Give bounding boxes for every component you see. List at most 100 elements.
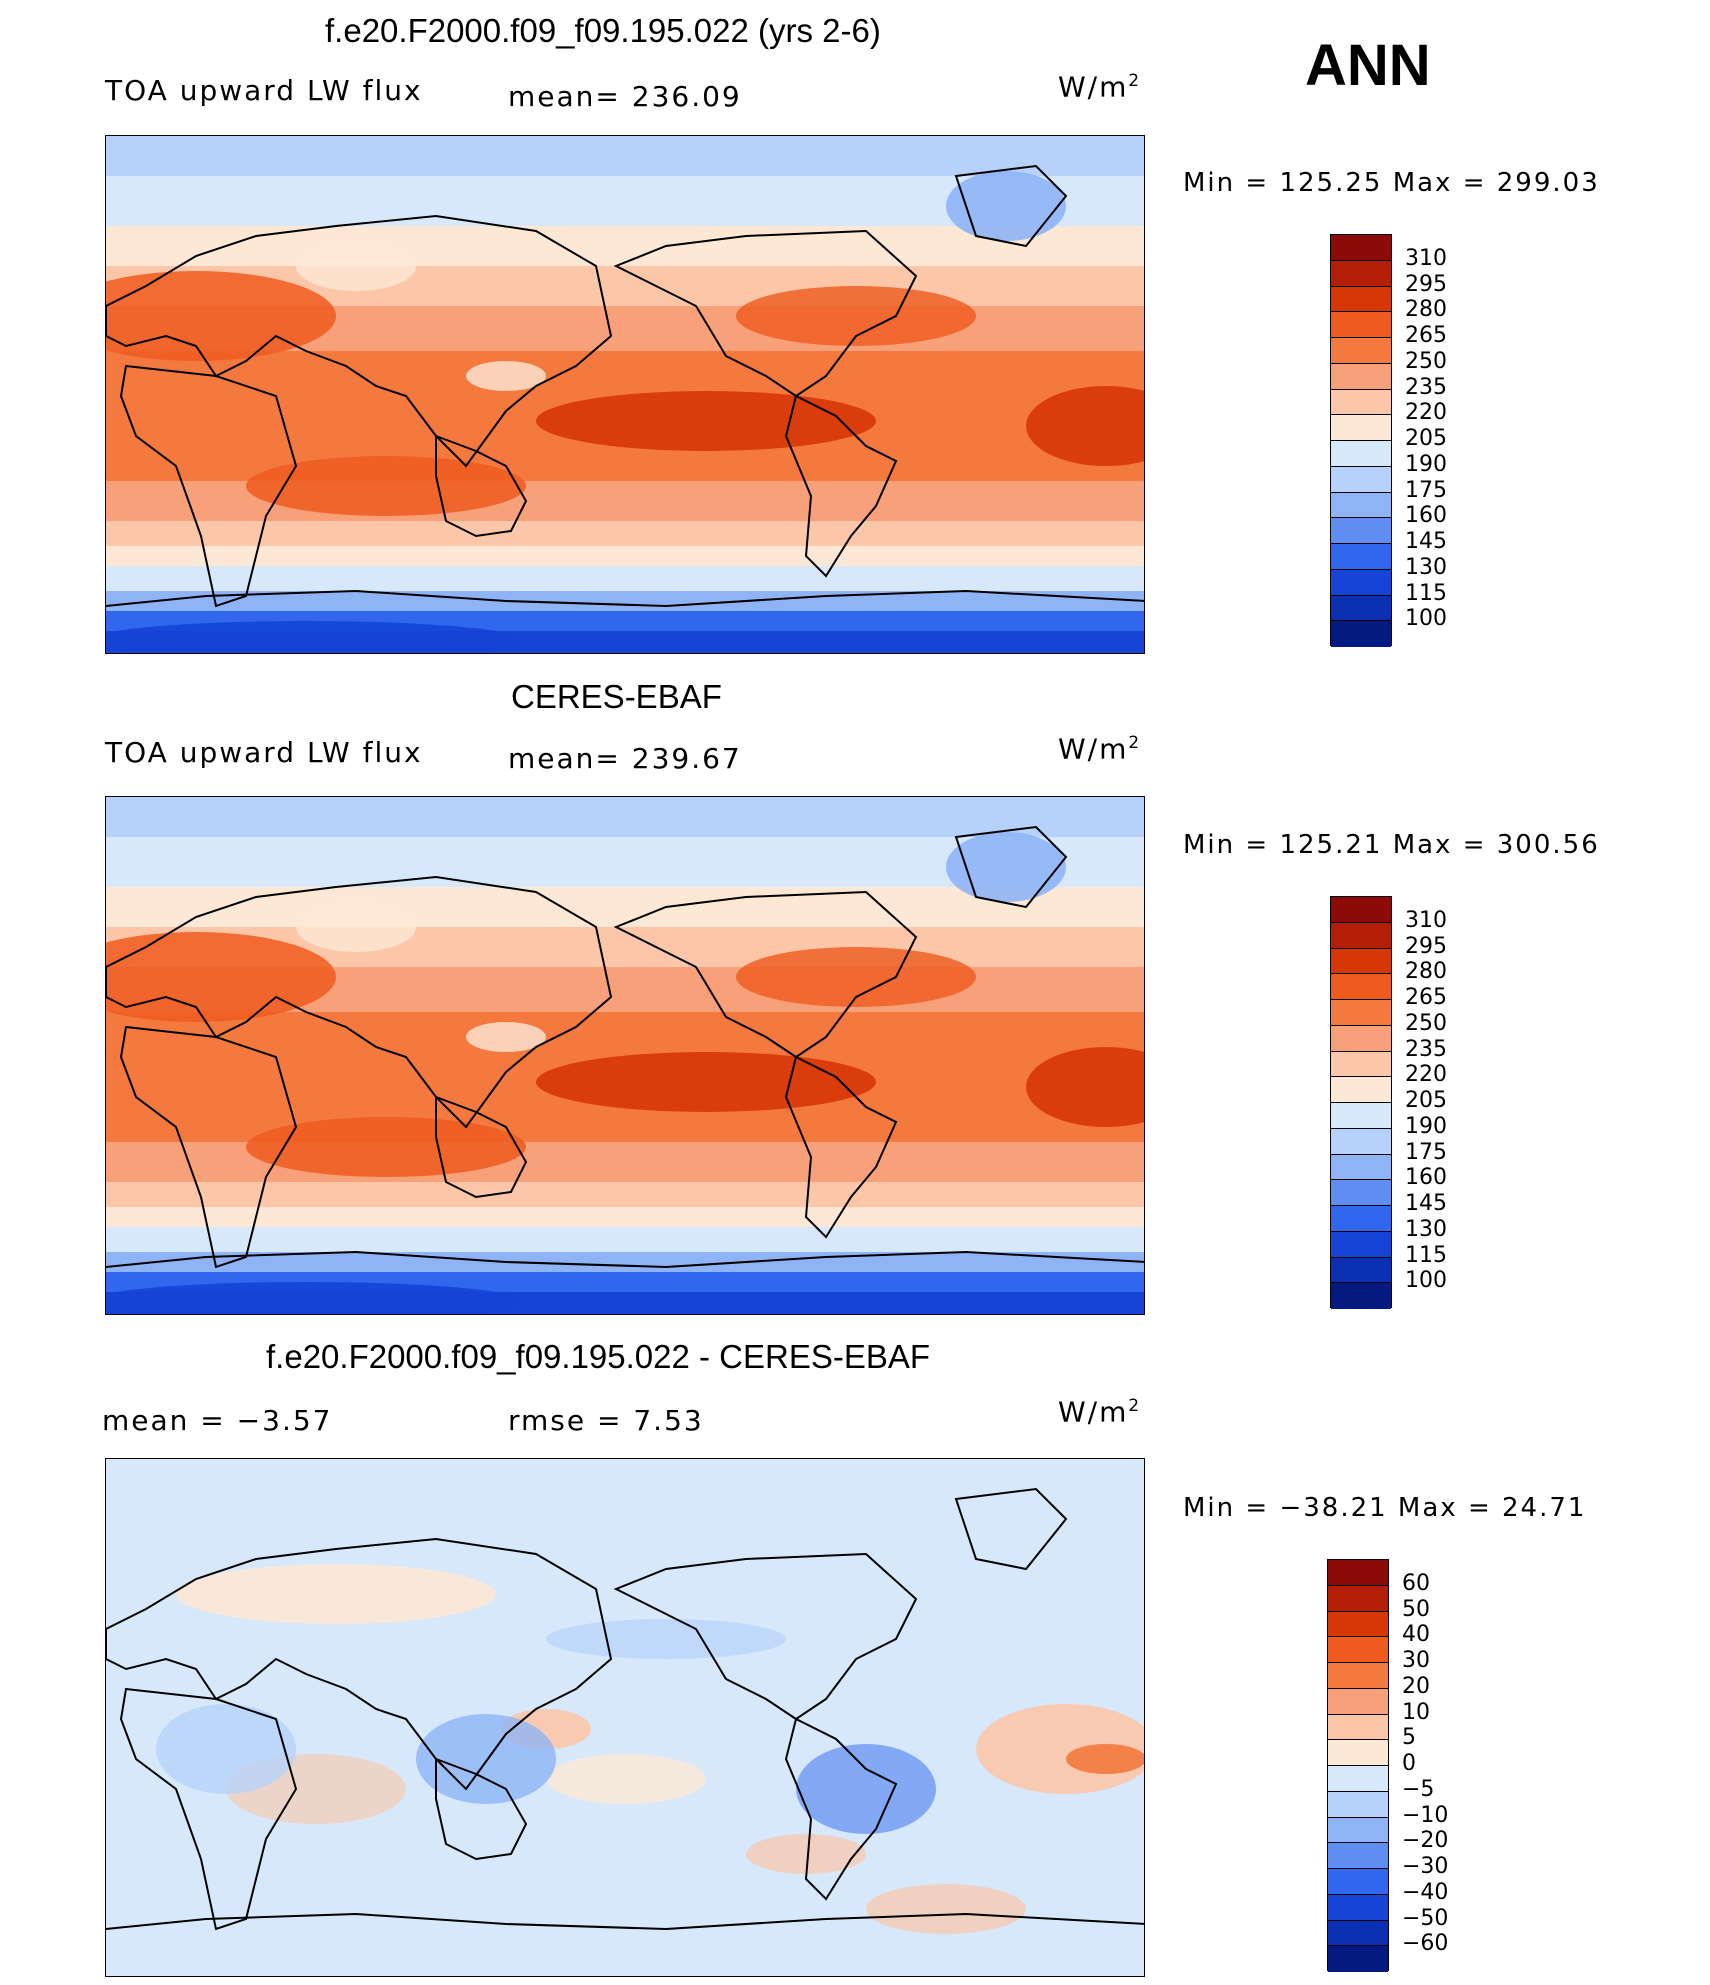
- colorbar-segment: [1331, 897, 1391, 923]
- colorbar-segment: [1331, 1257, 1391, 1284]
- colorbar-segment: [1328, 1740, 1388, 1766]
- colorbar-tick-label: 0: [1402, 1751, 1416, 1776]
- colorbar-tick-label: 295: [1405, 933, 1447, 959]
- colorbar-tick-label: 50: [1402, 1596, 1430, 1622]
- colorbar-tick-label: 145: [1405, 529, 1447, 554]
- colorbar-tick-label: 205: [1405, 1088, 1447, 1113]
- colorbar-segment: [1331, 466, 1391, 493]
- colorbar-tick-label: 130: [1405, 554, 1447, 580]
- colorbar-tick-label: 100: [1405, 1268, 1447, 1294]
- season-label: ANN: [1305, 33, 1431, 98]
- colorbar-segment: [1331, 1154, 1391, 1181]
- colorbar-segment: [1328, 1843, 1388, 1869]
- colorbar-segment: [1328, 1766, 1388, 1792]
- panel-3-map: [105, 1458, 1145, 1977]
- colorbar-segment: [1331, 1206, 1391, 1232]
- colorbar-segment: [1331, 312, 1391, 338]
- colorbar-segment: [1328, 1894, 1388, 1921]
- colorbar-tick-label: 115: [1405, 1242, 1447, 1268]
- colorbar-tick-label: 295: [1405, 271, 1447, 297]
- panel-2-map: [105, 796, 1145, 1315]
- colorbar-tick-label: 220: [1405, 1062, 1447, 1088]
- colorbar-segment: [1331, 441, 1391, 467]
- colorbar-segment: [1331, 569, 1391, 596]
- panel-2-mean-label: mean= 239.67: [508, 742, 742, 775]
- panel-2-variable-label: TOA upward LW flux: [105, 736, 423, 769]
- colorbar-tick-label: 40: [1402, 1622, 1430, 1648]
- panel-2-minmax: Min = 125.21 Max = 300.56: [1183, 830, 1600, 860]
- colorbar-segment: [1331, 922, 1391, 949]
- colorbar-segment: [1331, 1077, 1391, 1103]
- colorbar-tick-label: 220: [1405, 400, 1447, 426]
- panel-3-colorbar: [1327, 1559, 1389, 1972]
- panel-3-minmax: Min = −38.21 Max = 24.71: [1183, 1493, 1587, 1523]
- panel-2-colorbar: [1330, 896, 1392, 1309]
- colorbar-segment: [1331, 1103, 1391, 1129]
- colorbar-tick-label: 265: [1405, 323, 1447, 348]
- colorbar-segment: [1328, 1714, 1388, 1741]
- colorbar-segment: [1328, 1585, 1388, 1612]
- colorbar-segment: [1328, 1611, 1388, 1638]
- colorbar-segment: [1328, 1688, 1388, 1715]
- colorbar-tick-label: 160: [1405, 503, 1447, 529]
- panel-1-units: W/m2: [1058, 70, 1142, 104]
- colorbar-segment: [1328, 1817, 1388, 1844]
- colorbar-segment: [1331, 974, 1391, 1000]
- colorbar-segment: [1331, 595, 1391, 622]
- colorbar-tick-label: 235: [1405, 374, 1447, 400]
- colorbar-tick-label: 20: [1402, 1673, 1430, 1699]
- colorbar-tick-label: 310: [1405, 907, 1447, 933]
- colorbar-segment: [1331, 338, 1391, 364]
- colorbar-tick-label: 250: [1405, 348, 1447, 374]
- colorbar-tick-label: −10: [1402, 1802, 1449, 1828]
- colorbar-tick-label: −40: [1402, 1879, 1449, 1905]
- colorbar-segment: [1331, 518, 1391, 544]
- panel-1-colorbar: [1330, 234, 1392, 647]
- colorbar-tick-label: 310: [1405, 245, 1447, 271]
- panel-1-mean-label: mean= 236.09: [508, 80, 742, 113]
- colorbar-segment: [1328, 1920, 1388, 1947]
- panel-1-map: [105, 135, 1145, 654]
- colorbar-tick-label: 205: [1405, 426, 1447, 451]
- colorbar-segment: [1331, 235, 1391, 261]
- colorbar-tick-label: 10: [1402, 1699, 1430, 1725]
- colorbar-tick-label: 265: [1405, 985, 1447, 1010]
- colorbar-tick-label: −60: [1402, 1931, 1449, 1957]
- colorbar-segment: [1331, 1000, 1391, 1026]
- colorbar-segment: [1331, 1128, 1391, 1155]
- colorbar-tick-label: 250: [1405, 1010, 1447, 1036]
- panel-3-mean-label: mean = −3.57: [102, 1404, 333, 1437]
- panel-3-title: f.e20.F2000.f09_f09.195.022 - CERES-EBAF: [266, 1338, 931, 1375]
- panel-2-units: W/m2: [1058, 732, 1142, 766]
- colorbar-tick-label: −50: [1402, 1905, 1449, 1931]
- colorbar-segment: [1331, 1051, 1391, 1078]
- colorbar-segment: [1328, 1637, 1388, 1663]
- colorbar-segment: [1331, 544, 1391, 570]
- colorbar-segment: [1331, 621, 1391, 647]
- colorbar-tick-label: 60: [1402, 1570, 1430, 1596]
- colorbar-segment: [1331, 1180, 1391, 1206]
- colorbar-segment: [1331, 1025, 1391, 1052]
- colorbar-segment: [1331, 415, 1391, 441]
- colorbar-tick-label: 175: [1405, 1139, 1447, 1165]
- panel-2-title: CERES-EBAF: [511, 678, 722, 715]
- colorbar-tick-label: 190: [1405, 451, 1447, 477]
- colorbar-segment: [1331, 1231, 1391, 1258]
- colorbar-segment: [1331, 389, 1391, 416]
- colorbar-segment: [1331, 363, 1391, 390]
- colorbar-tick-label: 175: [1405, 477, 1447, 503]
- colorbar-segment: [1328, 1791, 1388, 1818]
- colorbar-tick-label: 280: [1405, 959, 1447, 985]
- colorbar-segment: [1331, 492, 1391, 519]
- colorbar-tick-label: 130: [1405, 1216, 1447, 1242]
- panel-1-variable-label: TOA upward LW flux: [105, 74, 423, 107]
- colorbar-tick-label: −30: [1402, 1854, 1449, 1879]
- colorbar-segment: [1331, 260, 1391, 287]
- colorbar-segment: [1331, 1283, 1391, 1309]
- colorbar-tick-label: 190: [1405, 1113, 1447, 1139]
- colorbar-tick-label: 5: [1402, 1725, 1416, 1751]
- colorbar-tick-label: −5: [1402, 1776, 1435, 1802]
- colorbar-tick-label: 145: [1405, 1191, 1447, 1216]
- colorbar-segment: [1328, 1663, 1388, 1689]
- colorbar-tick-label: 280: [1405, 297, 1447, 323]
